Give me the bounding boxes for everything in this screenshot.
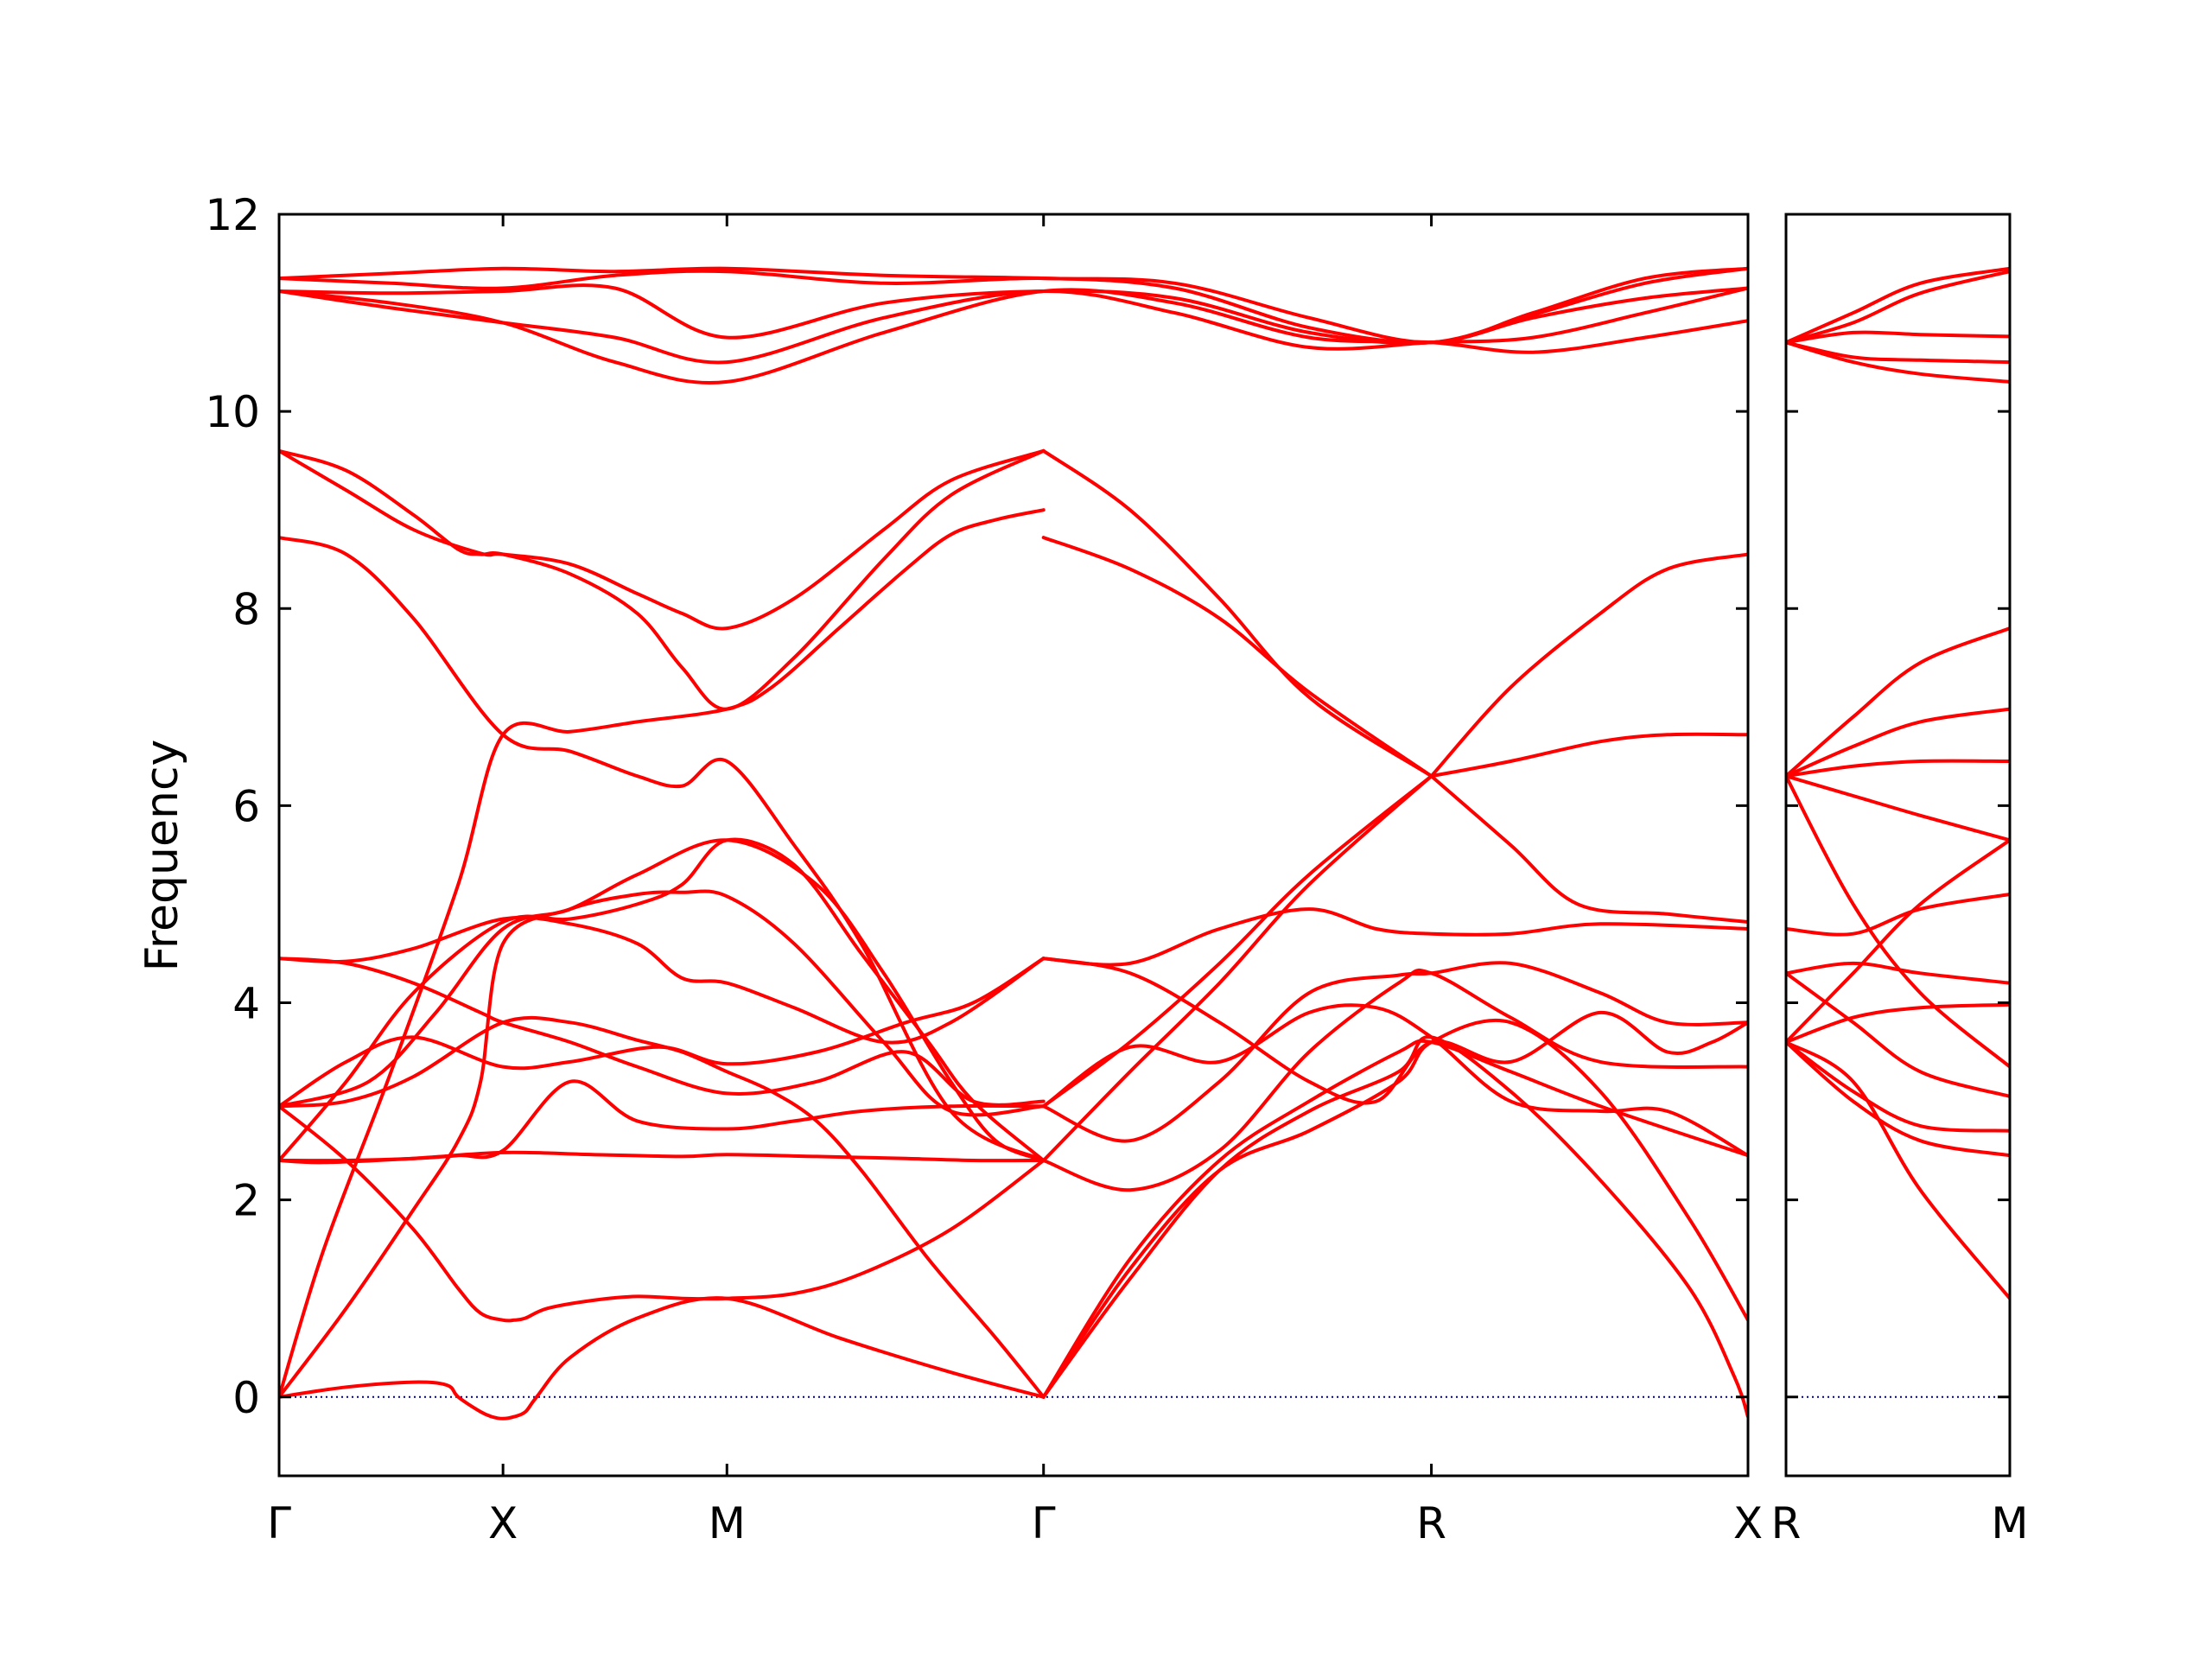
x-tick-label: R: [1416, 1498, 1446, 1548]
band-line: [1041, 774, 1433, 1162]
y-axis-label: Frequency: [137, 740, 188, 972]
band-line: [1786, 961, 2010, 985]
band-line: [1041, 1018, 1748, 1399]
plot-frame: [277, 213, 1750, 1478]
band-line: [1041, 774, 1433, 1109]
band-line: [279, 1104, 1046, 1323]
x-tick-label: X: [1733, 1498, 1763, 1548]
band-line: [279, 957, 1046, 1109]
band-line: [1786, 971, 2010, 1098]
band-line: [1429, 732, 1748, 779]
band-line: [1041, 1003, 1748, 1158]
band-line: [1429, 774, 1748, 924]
band-line: [279, 1079, 1046, 1163]
band-line: [279, 266, 1748, 346]
y-tick-label: 6: [232, 781, 260, 831]
band-line: [1786, 774, 2010, 1069]
band-line: [1786, 1040, 2010, 1300]
band-line: [1786, 759, 2010, 779]
band-line: [1786, 266, 2010, 345]
band-line: [1041, 968, 1748, 1192]
band-line: [1786, 1040, 2010, 1158]
band-line: [1041, 536, 1433, 779]
band-line: [279, 1015, 1046, 1399]
band-line: [1786, 1040, 2010, 1133]
x-tick-label: Γ: [267, 1498, 291, 1548]
band-line: [279, 508, 1046, 1399]
band-line: [1786, 707, 2010, 779]
y-tick-label: 2: [232, 1176, 260, 1226]
bands-group: [279, 266, 1748, 1421]
x-tick-label: R: [1771, 1498, 1802, 1548]
band-line: [1786, 1002, 2010, 1045]
band-line: [279, 837, 1046, 1162]
band-line: [1786, 893, 2010, 937]
band-line: [1786, 838, 2010, 1045]
band-line: [1041, 1039, 1748, 1399]
band-line: [279, 448, 1046, 631]
band-line: [1786, 330, 2010, 345]
band-line: [279, 448, 1046, 711]
x-tick-label: Γ: [1032, 1498, 1056, 1548]
y-tick-label: 8: [232, 584, 260, 634]
x-tick-label: M: [709, 1498, 746, 1548]
y-tick-label: 0: [232, 1373, 260, 1423]
band-line: [1041, 448, 1433, 779]
x-tick-label: M: [1991, 1498, 2028, 1548]
band-line: [279, 889, 1046, 1399]
panel-main: Γ X M Γ R X 0 2 4 6 8 10 12: [205, 190, 1763, 1548]
x-tick-label: X: [488, 1498, 518, 1548]
band-line: [1786, 340, 2010, 365]
band-line: [279, 838, 1046, 1162]
band-line: [1786, 270, 2010, 345]
y-tick-label: 4: [232, 979, 260, 1029]
band-line: [279, 269, 1748, 345]
band-line: [1429, 552, 1748, 779]
band-line: [1041, 961, 1748, 1143]
band-line: [279, 536, 1046, 1162]
y-tick-label: 12: [205, 190, 260, 240]
plot-frame: [1784, 213, 2012, 1478]
band-line: [1041, 1035, 1748, 1419]
band-line: [1786, 626, 2010, 779]
band-line: [1786, 774, 2010, 842]
band-line: [1786, 340, 2010, 384]
band-line: [1041, 957, 1748, 1105]
y-tick-label: 10: [205, 387, 260, 437]
band-line: [279, 288, 1748, 385]
band-line: [1041, 907, 1748, 967]
band-line: [279, 915, 1046, 1045]
bands-group: [1786, 266, 2010, 1300]
band-line: [279, 1296, 1046, 1421]
